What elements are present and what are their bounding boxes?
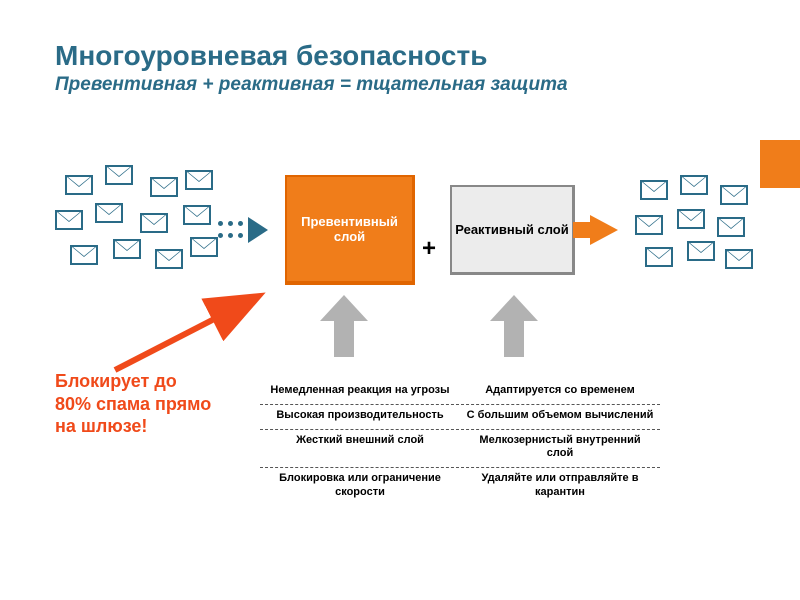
envelope-icon <box>717 217 745 237</box>
cell-left: Жесткий внешний слой <box>260 434 460 462</box>
envelope-icon <box>150 177 178 197</box>
envelope-icon <box>645 247 673 267</box>
reactive-layer-label: Реактивный слой <box>455 222 568 237</box>
cell-right: Удаляйте или отправляйте в карантин <box>460 472 660 500</box>
cell-left: Немедленная реакция на угрозы <box>260 384 460 398</box>
envelope-icon <box>725 249 753 269</box>
envelope-icon <box>183 205 211 225</box>
page-title: Многоуровневая безопасность <box>55 40 730 72</box>
envelope-icon <box>140 213 168 233</box>
callout-text: Блокирует до 80% спама прямо на шлюзе! <box>55 370 215 438</box>
envelope-icon <box>70 245 98 265</box>
up-arrow-reactive <box>490 295 538 360</box>
envelope-icon <box>95 203 123 223</box>
table-row: Высокая производительность С большим объ… <box>260 405 660 430</box>
page-subtitle: Превентивная + реактивная = тщательная з… <box>55 74 730 96</box>
envelope-icon <box>640 180 668 200</box>
flow-arrow-out <box>590 215 618 245</box>
callout-arrow <box>105 290 275 380</box>
comparison-table: Немедленная реакция на угрозы Адаптирует… <box>260 380 660 506</box>
outgoing-mail-cluster <box>635 175 755 275</box>
envelope-icon <box>105 165 133 185</box>
envelope-icon <box>185 170 213 190</box>
cell-left: Высокая производительность <box>260 409 460 423</box>
accent-square <box>760 140 800 188</box>
up-arrow-preventive <box>320 295 368 360</box>
envelope-icon <box>155 249 183 269</box>
flow-arrow-in <box>218 215 278 245</box>
envelope-icon <box>680 175 708 195</box>
incoming-mail-cluster <box>55 165 215 285</box>
envelope-icon <box>190 237 218 257</box>
cell-right: Мелкозернистый внутренний слой <box>460 434 660 462</box>
envelope-icon <box>55 210 83 230</box>
cell-left: Блокировка или ограничение скорости <box>260 472 460 500</box>
reactive-layer-box: Реактивный слой <box>450 185 575 275</box>
cell-right: С большим объемом вычислений <box>460 409 660 423</box>
table-row: Немедленная реакция на угрозы Адаптирует… <box>260 380 660 405</box>
table-row: Блокировка или ограничение скорости Удал… <box>260 468 660 506</box>
envelope-icon <box>113 239 141 259</box>
envelope-icon <box>687 241 715 261</box>
header: Многоуровневая безопасность Превентивная… <box>55 40 730 96</box>
table-row: Жесткий внешний слой Мелкозернистый внут… <box>260 430 660 469</box>
plus-sign: + <box>422 235 436 263</box>
envelope-icon <box>635 215 663 235</box>
envelope-icon <box>677 209 705 229</box>
preventive-layer-box: Превентивный слой <box>285 175 415 285</box>
cell-right: Адаптируется со временем <box>460 384 660 398</box>
preventive-layer-label: Превентивный слой <box>287 214 412 244</box>
envelope-icon <box>720 185 748 205</box>
envelope-icon <box>65 175 93 195</box>
